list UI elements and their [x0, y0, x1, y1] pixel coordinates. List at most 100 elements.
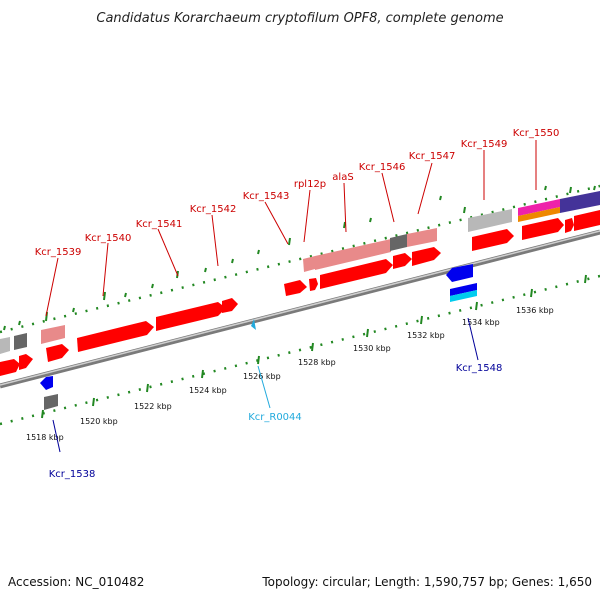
scale-tick — [201, 369, 204, 379]
genome-summary-text: Topology: circular; Length: 1,590,757 bp… — [261, 575, 592, 589]
gene-feature — [222, 298, 238, 313]
scale-label: 1534 kbp — [462, 318, 500, 327]
scale-label: 1518 kbp — [26, 433, 64, 442]
leader-line — [157, 228, 179, 277]
top-gene-labels: Kcr_1539 Kcr_1540 Kcr_1541 Kcr_1542 Kcr_… — [35, 128, 560, 258]
scale-label: 1530 kbp — [353, 344, 391, 353]
gene-label: alaS — [332, 172, 353, 183]
gene-label: Kcr_R0044 — [248, 412, 302, 423]
gene-feature — [468, 209, 512, 232]
scale-tick — [103, 291, 106, 301]
scale-label: 1522 kbp — [134, 402, 172, 411]
leader-line — [264, 201, 289, 245]
accession-text: Accession: NC_010482 — [8, 575, 144, 589]
scale-tick — [92, 397, 95, 407]
scale-dotted-line — [0, 274, 600, 426]
gene-feature — [44, 394, 58, 410]
gene-feature — [284, 280, 307, 296]
gene-feature — [472, 229, 514, 251]
scale-tick — [257, 249, 260, 255]
gene-feature — [77, 321, 154, 352]
scale-label: 1532 kbp — [407, 331, 445, 340]
gene-feature — [19, 354, 33, 370]
top-label-leaders — [45, 140, 537, 317]
forward-strand-features — [0, 191, 600, 376]
scale-tick — [463, 206, 466, 214]
gene-feature — [412, 247, 441, 266]
gene-feature — [309, 278, 318, 291]
scale-labels: 1518 kbp 1520 kbp 1522 kbp 1524 kbp 1526… — [26, 306, 554, 442]
leader-line — [102, 242, 109, 297]
gene-feature — [518, 207, 560, 222]
scale-tick — [151, 283, 154, 289]
gene-label: Kcr_1548 — [456, 363, 503, 374]
gene-label: Kcr_1540 — [85, 233, 132, 244]
upper-scale-ticks — [0, 184, 600, 334]
gene-feature — [46, 344, 69, 362]
leader-line — [211, 214, 219, 267]
gene-label: Kcr_1546 — [359, 162, 406, 173]
scale-tick — [584, 274, 587, 284]
gene-feature — [40, 376, 53, 390]
scale-tick — [369, 217, 372, 223]
gene-feature — [41, 325, 65, 344]
scale-tick — [3, 325, 6, 331]
gene-feature — [393, 253, 412, 269]
gene-label: Kcr_1541 — [136, 219, 183, 230]
gene-label: Kcr_1543 — [243, 191, 290, 202]
scale-tick — [366, 328, 369, 338]
scale-tick — [343, 221, 346, 229]
scale-tick — [124, 292, 127, 298]
scale-tick — [257, 355, 260, 365]
leader-line — [257, 365, 271, 409]
gene-label: Kcr_1539 — [35, 247, 82, 258]
scale-tick — [18, 320, 21, 326]
gene-feature — [518, 199, 560, 216]
leader-line — [343, 182, 347, 233]
gene-feature — [407, 228, 437, 247]
scale-tick — [311, 342, 314, 352]
gene-feature — [560, 191, 600, 213]
gene-feature — [522, 218, 564, 240]
scale-tick — [475, 301, 478, 311]
scale-tick — [231, 258, 234, 264]
scale-tick — [420, 315, 423, 325]
gene-feature — [315, 239, 391, 270]
gene-feature — [251, 319, 256, 330]
leader-line — [303, 189, 311, 243]
scale-dotted-line — [0, 184, 600, 334]
scale-tick — [288, 237, 291, 246]
scale-tick — [593, 185, 596, 191]
leader-line — [45, 257, 59, 317]
scale-tick — [204, 267, 207, 273]
lower-scale-ticks — [0, 274, 600, 426]
scale-label: 1526 kbp — [243, 372, 281, 381]
gene-label: Kcr_1542 — [190, 204, 237, 215]
map-title: Candidatus Korarchaeum cryptofilum OPF8,… — [96, 11, 503, 26]
bottom-label-leaders — [52, 317, 479, 453]
scale-tick — [146, 383, 149, 393]
gene-label: Kcr_1550 — [513, 128, 560, 139]
gene-feature — [450, 290, 477, 302]
scale-tick — [72, 307, 75, 313]
bottom-gene-labels: Kcr_1538 Kcr_R0044 Kcr_1548 — [49, 363, 503, 480]
gene-feature — [565, 218, 574, 233]
gene-label: Kcr_1549 — [461, 139, 508, 150]
gene-feature — [574, 210, 600, 231]
gene-feature — [450, 283, 477, 296]
leader-line — [467, 317, 479, 361]
scale-tick — [439, 195, 442, 201]
scale-tick — [544, 185, 547, 191]
scale-tick — [569, 186, 572, 194]
scale-tick — [41, 409, 44, 419]
gene-label: rpl12p — [294, 179, 326, 190]
scale-label: 1520 kbp — [80, 417, 118, 426]
gene-feature — [156, 302, 226, 331]
gene-feature — [446, 264, 473, 282]
scale-label: 1524 kbp — [189, 386, 227, 395]
scale-label: 1536 kbp — [516, 306, 554, 315]
gene-feature — [0, 337, 10, 354]
gene-label: Kcr_1547 — [409, 151, 456, 162]
scale-label: 1528 kbp — [298, 358, 336, 367]
leader-line — [381, 172, 395, 223]
